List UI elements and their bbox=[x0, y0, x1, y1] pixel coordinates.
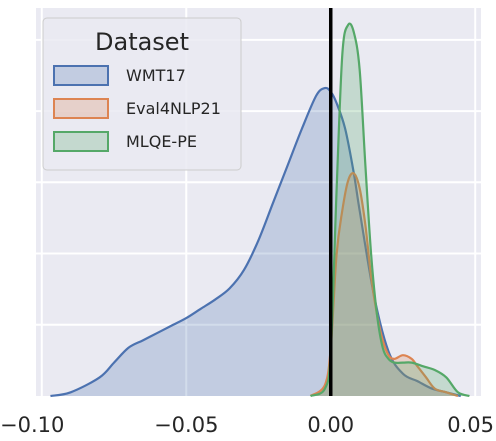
density-fill-eval4nlp21 bbox=[310, 173, 458, 396]
x-tick-labels: −0.10 −0.05 0.00 0.05 bbox=[0, 413, 494, 437]
x-tick-label: −0.05 bbox=[154, 413, 218, 437]
density-areas bbox=[50, 22, 470, 398]
x-tick-label: 0.05 bbox=[447, 413, 494, 437]
density-line-wmt17 bbox=[50, 86, 462, 398]
legend-swatch-wmt17 bbox=[53, 65, 109, 86]
legend-label-eval4nlp21: Eval4NLP21 bbox=[126, 99, 221, 118]
legend-title: Dataset bbox=[95, 28, 189, 56]
legend-label-wmt17: WMT17 bbox=[126, 66, 186, 85]
legend: Dataset WMT17 Eval4NLP21 MLQE-PE bbox=[42, 17, 242, 171]
legend-swatch-eval4nlp21 bbox=[53, 98, 109, 119]
density-fill-wmt17 bbox=[50, 87, 461, 396]
x-tick-label: −0.10 bbox=[0, 413, 64, 437]
legend-items: WMT17 Eval4NLP21 MLQE-PE bbox=[53, 65, 221, 152]
density-line-mlqe-pe bbox=[310, 22, 470, 398]
density-fill-mlqe-pe bbox=[310, 23, 470, 396]
legend-label-mlqe-pe: MLQE-PE bbox=[126, 132, 197, 151]
legend-swatch-mlqe-pe bbox=[53, 131, 109, 152]
x-tick-label: 0.00 bbox=[307, 413, 354, 437]
